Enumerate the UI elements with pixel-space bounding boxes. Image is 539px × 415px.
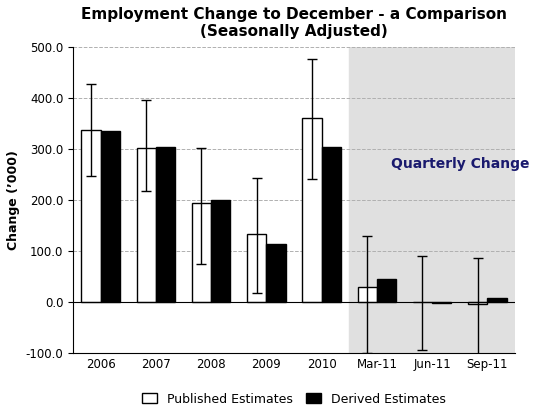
Bar — [468, 302, 487, 305]
Bar — [192, 203, 211, 302]
Bar — [136, 148, 156, 302]
Bar — [211, 200, 231, 302]
Bar — [377, 279, 396, 302]
Legend: Published Estimates, Derived Estimates: Published Estimates, Derived Estimates — [142, 393, 446, 405]
Bar — [302, 118, 322, 302]
Bar — [266, 244, 286, 302]
Bar — [156, 146, 175, 302]
Text: Quarterly Change: Quarterly Change — [391, 157, 529, 171]
Bar — [247, 234, 266, 302]
Bar — [432, 302, 452, 303]
Bar — [357, 287, 377, 302]
Y-axis label: Change (’000): Change (’000) — [7, 150, 20, 250]
Bar — [322, 146, 341, 302]
Title: Employment Change to December - a Comparison
(Seasonally Adjusted): Employment Change to December - a Compar… — [81, 7, 507, 39]
Bar — [487, 298, 507, 302]
Bar — [349, 47, 515, 353]
Bar — [81, 130, 101, 302]
Bar — [101, 132, 120, 302]
